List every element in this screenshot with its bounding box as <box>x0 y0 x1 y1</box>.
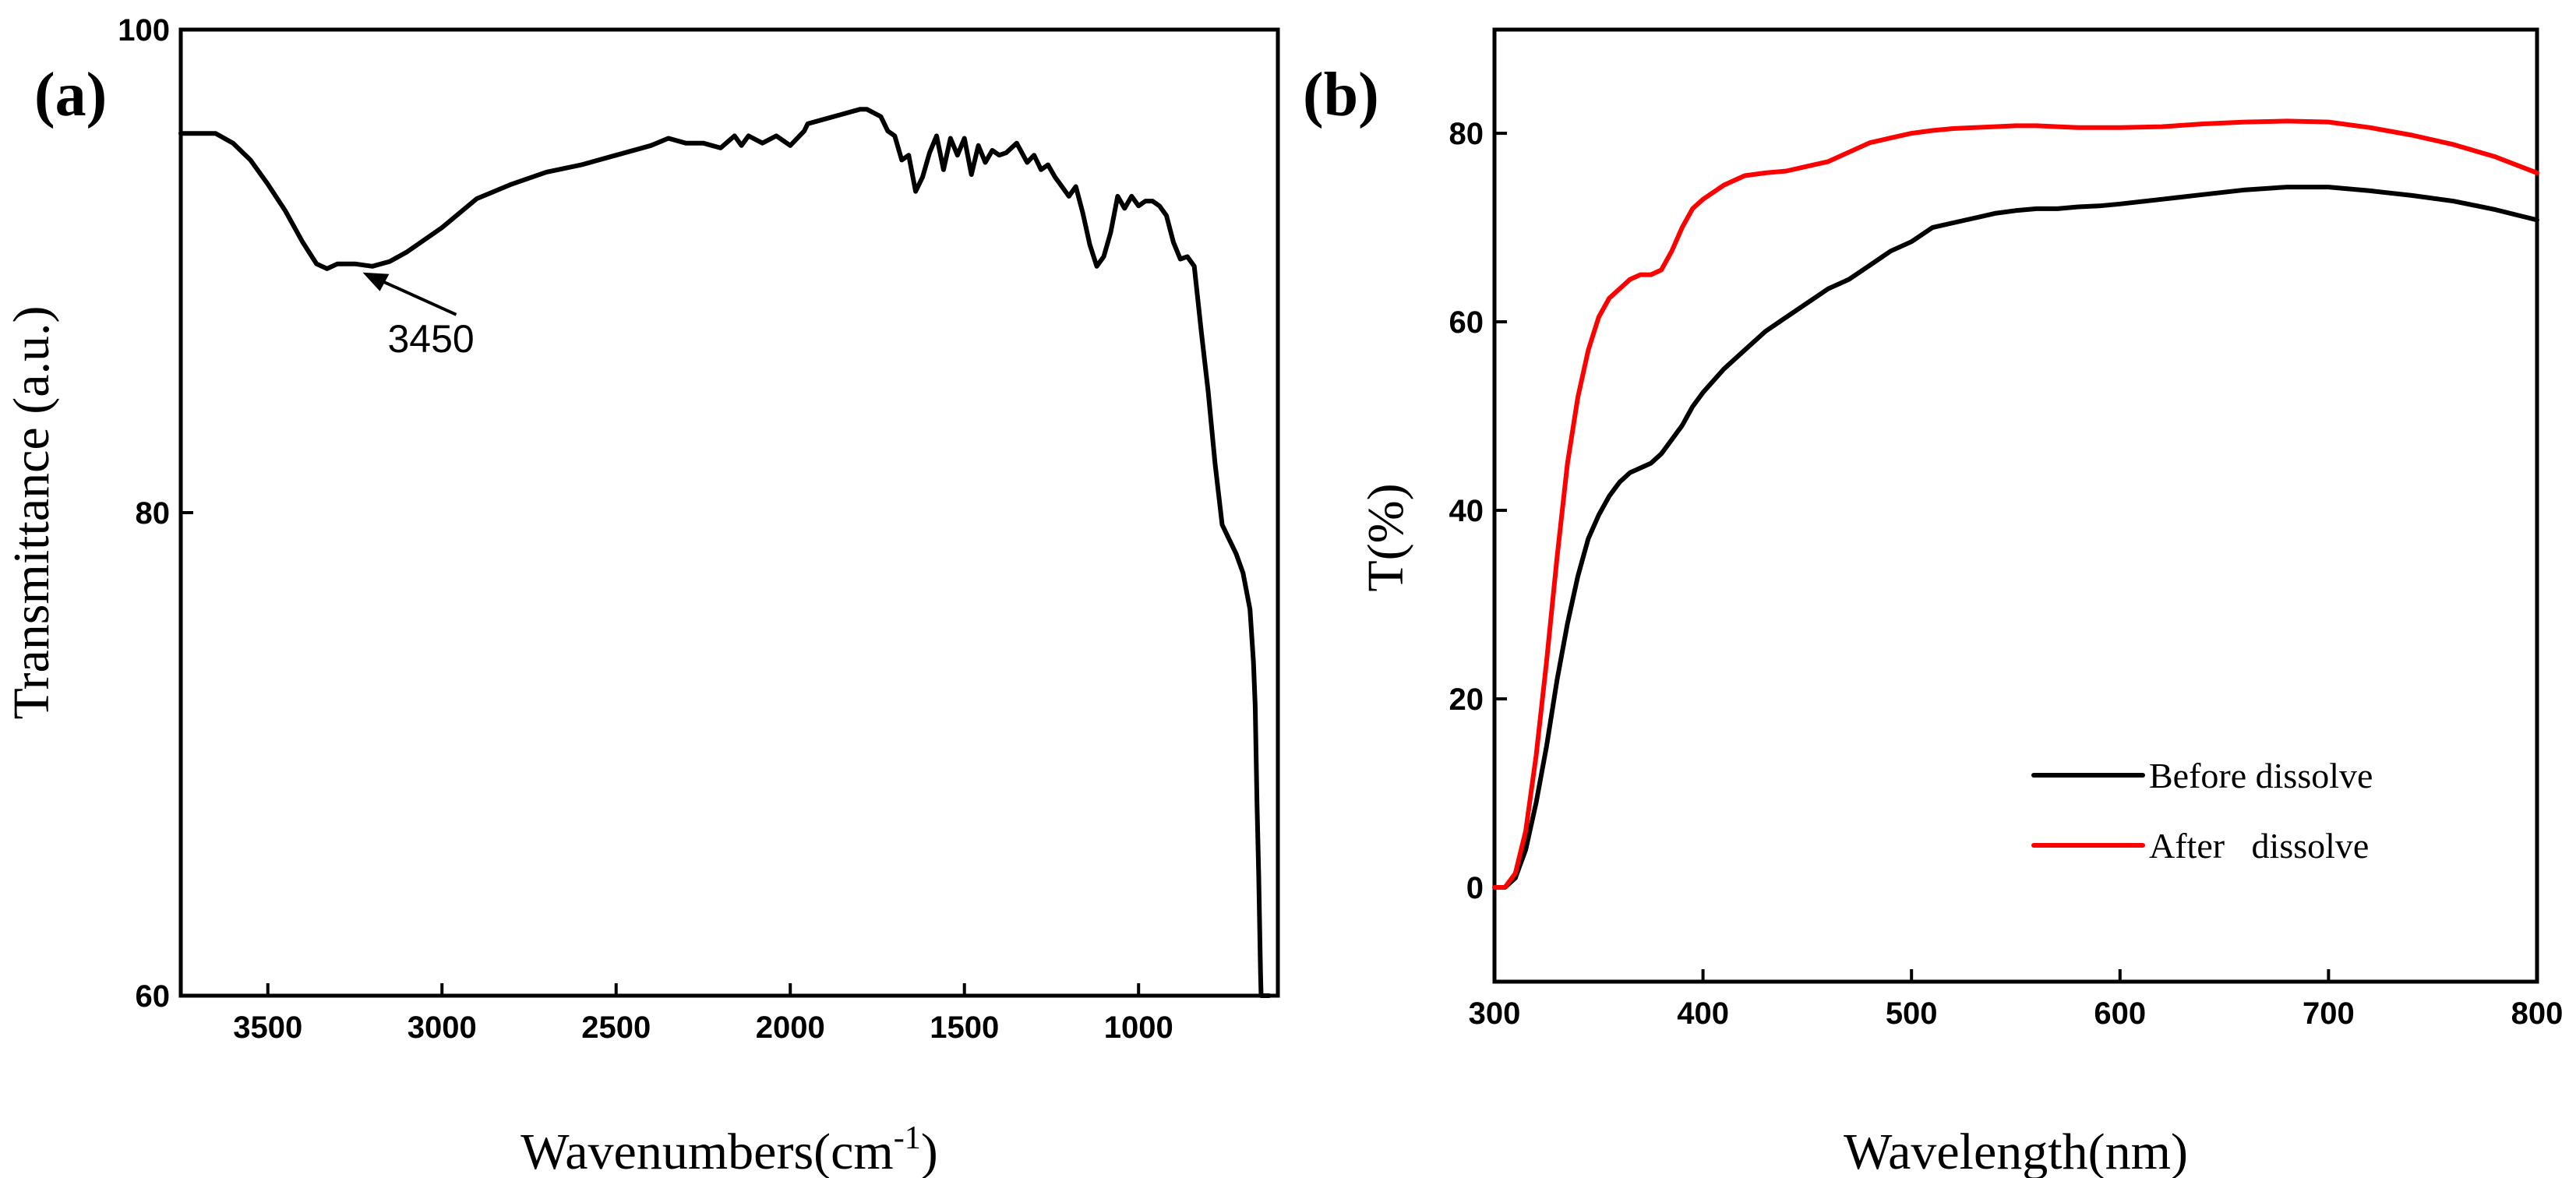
y-tick-label-100: 100 <box>118 13 170 48</box>
panel-b-x-ticks: 300 400 500 600 700 800 <box>1469 969 2564 1031</box>
panel-a-annotation: 3450 <box>362 272 475 361</box>
y-tick-label-0: 0 <box>1466 871 1484 905</box>
series-line-b-1 <box>1492 118 2539 890</box>
panel-a-y-axis-title: Transmittance (a.u.) <box>3 306 60 720</box>
annotation-arrowhead <box>362 272 390 291</box>
panel-a-y-ticks: 60 80 100 <box>118 13 193 1014</box>
x-axis-title-main: Wavenumbers(cm <box>520 1123 894 1178</box>
y-tick-label-60: 60 <box>1449 305 1484 340</box>
panel-a-ftir-chart: (a) 3500 3000 2500 2000 1500 1000 60 80 100 345… <box>3 13 1280 1178</box>
x-tick-label-1000: 1000 <box>1104 1010 1173 1045</box>
panel-b-legend: Before dissolve After dissolve <box>2031 756 2373 866</box>
panel-a-frame <box>178 27 1280 998</box>
panel-b-y-axis-title: T(%) <box>1357 483 1414 591</box>
x-tick-label-500: 500 <box>1886 996 1938 1031</box>
panel-a-x-axis-title: Wavenumbers(cm-1) <box>520 1120 937 1178</box>
x-tick-label-3000: 3000 <box>408 1010 477 1045</box>
y-tick-label-60: 60 <box>136 979 171 1014</box>
annotation-label-3450: 3450 <box>387 317 474 361</box>
x-tick-label-1500: 1500 <box>930 1010 999 1045</box>
x-tick-label-600: 600 <box>2094 996 2146 1031</box>
panel-b-label: (b) <box>1303 61 1379 129</box>
y-tick-label-80: 80 <box>136 496 171 531</box>
panel-b-transmittance-chart: (b) 300 400 500 600 700 800 0 20 40 60 80 Before … <box>1303 27 2564 1178</box>
x-tick-label-800: 800 <box>2511 996 2564 1031</box>
x-axis-title-superscript: -1 <box>894 1120 921 1156</box>
x-tick-label-300: 300 <box>1469 996 1521 1031</box>
panel-b-frame <box>1492 27 2539 984</box>
panel-b-series <box>1492 118 2539 890</box>
x-tick-label-3500: 3500 <box>233 1010 302 1045</box>
y-tick-label-80: 80 <box>1449 117 1484 151</box>
series-line-a-0 <box>178 107 1272 998</box>
y-tick-label-20: 20 <box>1449 682 1484 717</box>
x-tick-label-400: 400 <box>1677 996 1729 1031</box>
x-axis-title-tail: ) <box>921 1123 938 1178</box>
panel-a-series <box>178 107 1272 998</box>
x-tick-label-2000: 2000 <box>756 1010 825 1045</box>
x-tick-label-700: 700 <box>2303 996 2355 1031</box>
x-tick-label-2500: 2500 <box>581 1010 651 1045</box>
legend-label-after: After dissolve <box>2149 826 2369 866</box>
annotation-arrow-line <box>376 277 457 316</box>
series-line-b-0 <box>1492 185 2539 890</box>
panel-a-label: (a) <box>34 61 107 129</box>
y-tick-label-40: 40 <box>1449 494 1484 528</box>
legend-label-before: Before dissolve <box>2149 756 2373 795</box>
panel-a-x-ticks: 3500 3000 2500 2000 1500 1000 <box>233 983 1173 1045</box>
panel-b-x-axis-title: Wavelength(nm) <box>1844 1123 2188 1178</box>
panel-b-y-ticks: 0 20 40 60 80 <box>1449 117 1507 905</box>
